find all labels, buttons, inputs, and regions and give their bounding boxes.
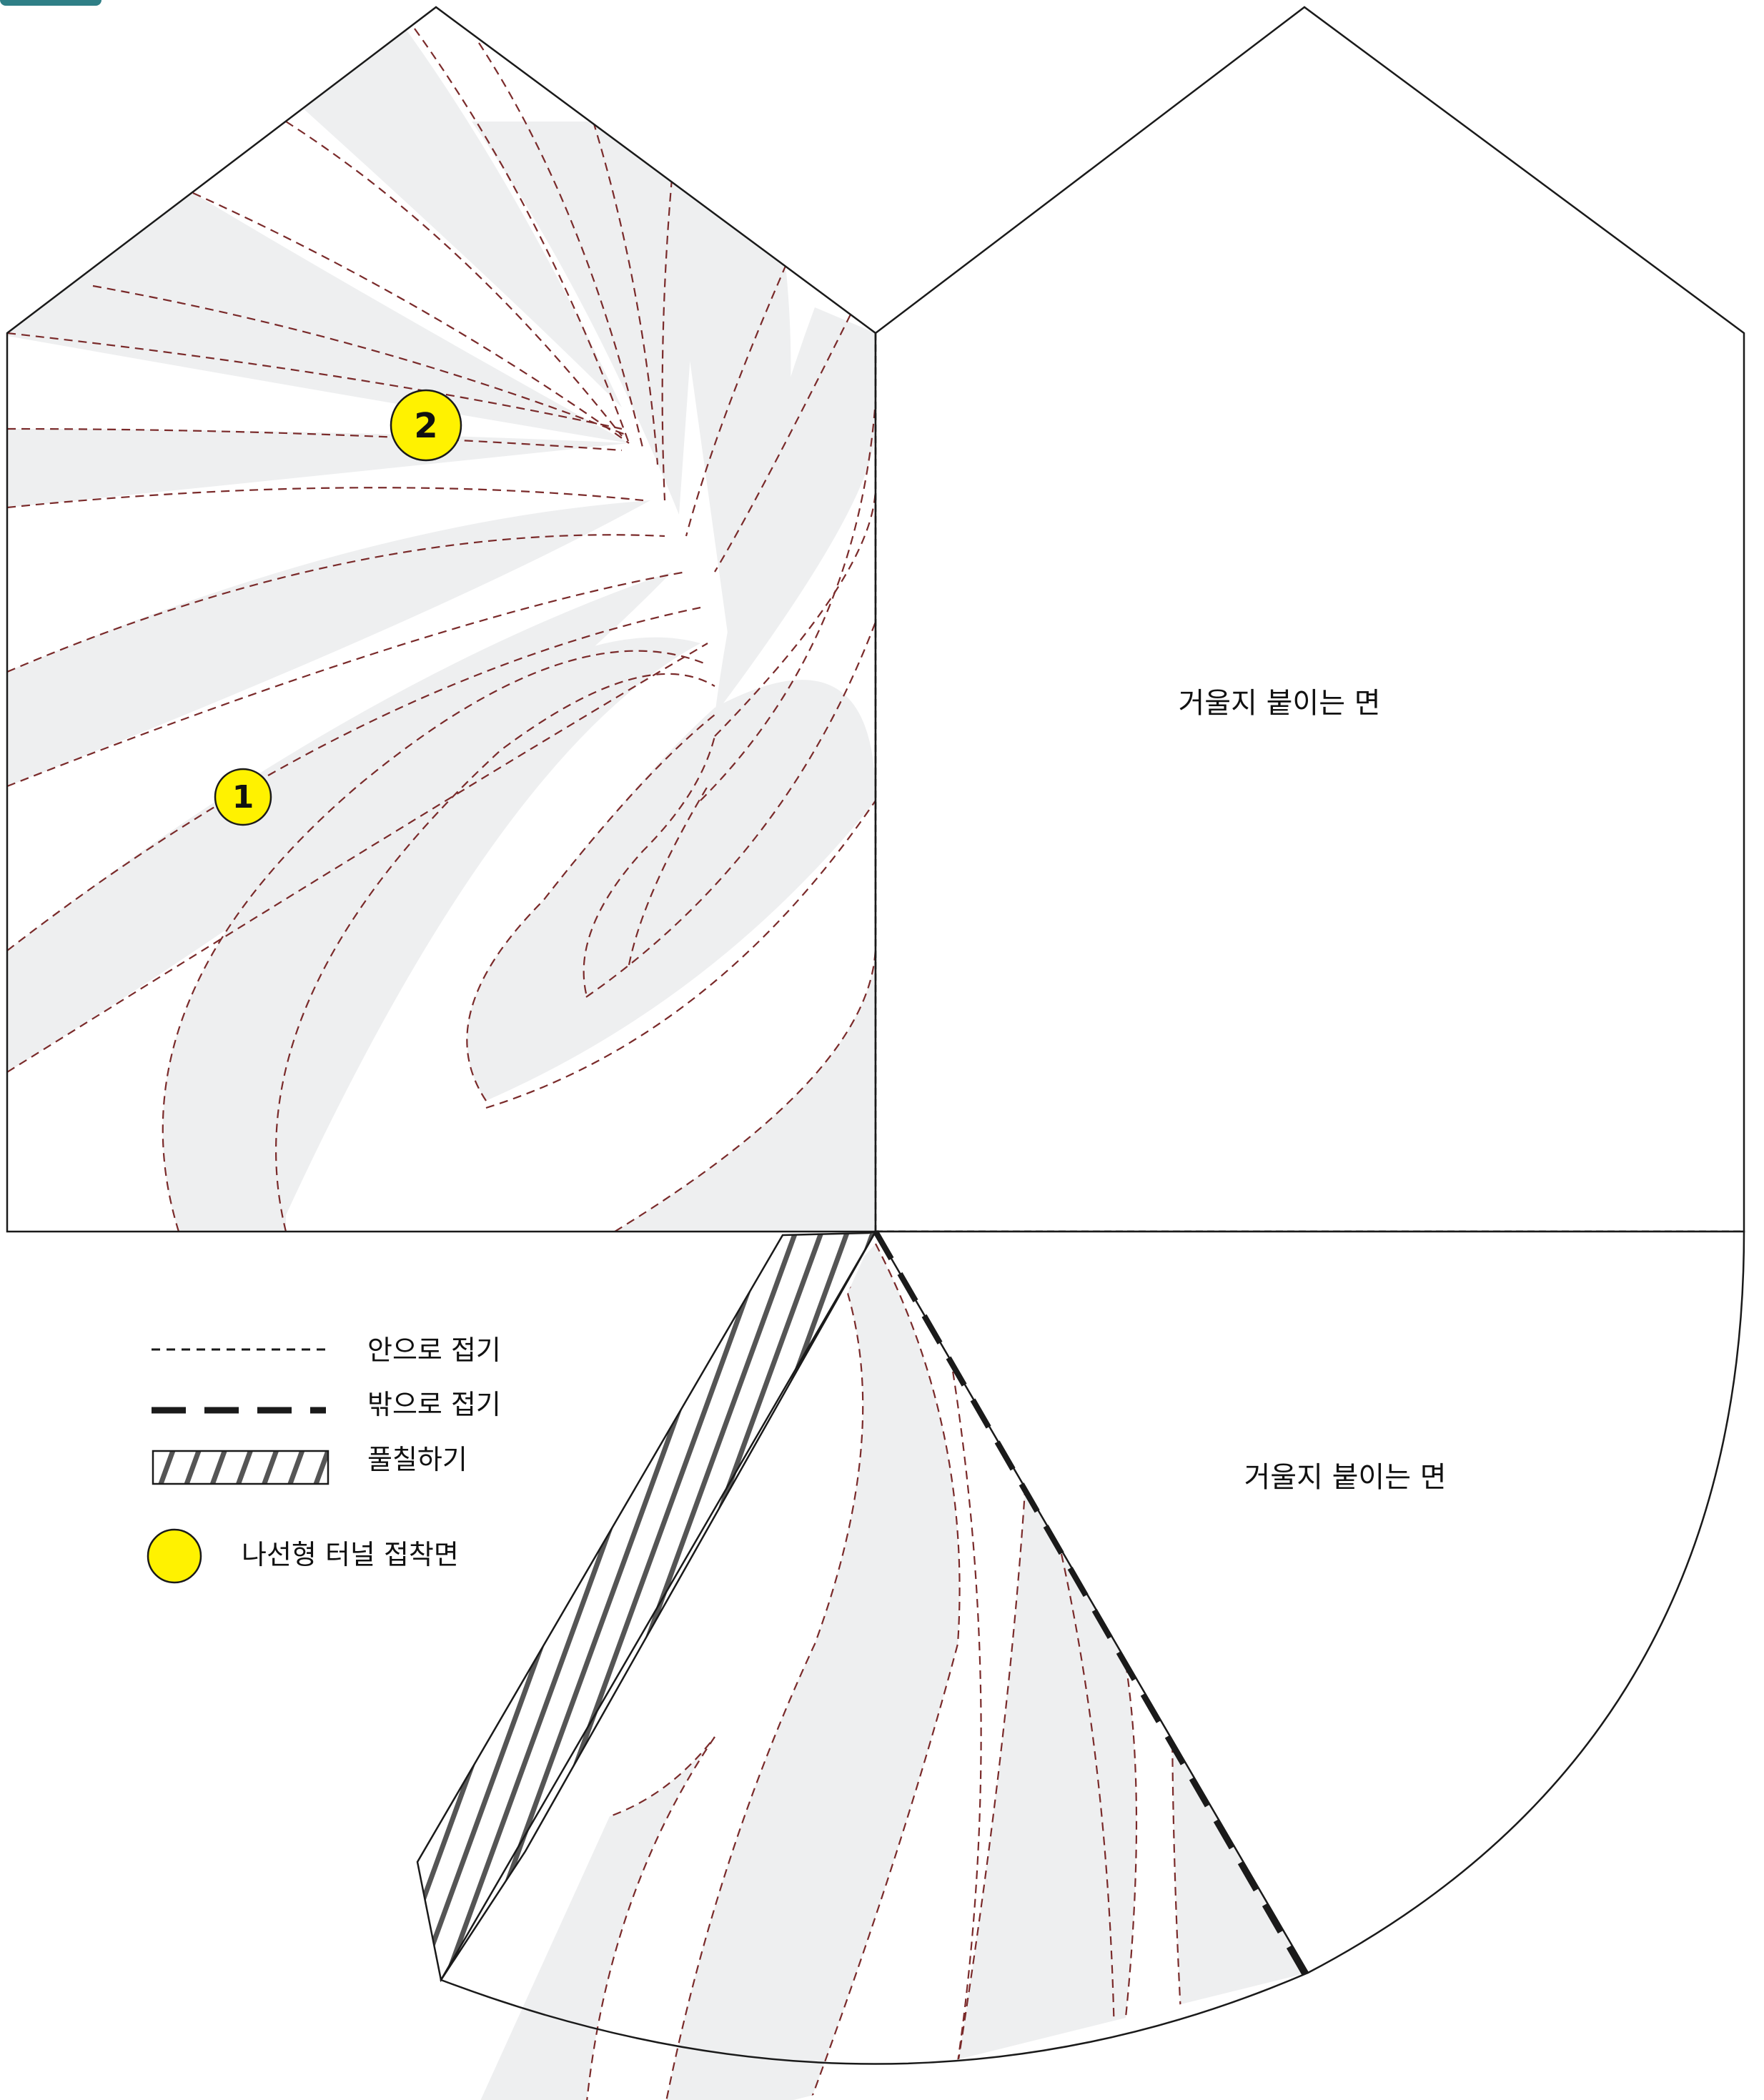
legend-item-fold-in: 안으로 접기	[152, 1334, 501, 1366]
legend-fill-label: 풀칠하기	[367, 1444, 467, 1475]
mirror-top-label: 거울지 붙이는 면	[1178, 687, 1380, 720]
legend-item-fill: 풀칠하기	[152, 1444, 467, 1485]
mirror-panel-bottom: 거울지 붙이는 면	[873, 1230, 1745, 1974]
marker-1-number: 1	[232, 779, 254, 816]
mirror-bottom-label: 거울지 붙이는 면	[1244, 1461, 1446, 1494]
legend-fold-in-label: 안으로 접기	[367, 1334, 501, 1366]
legend: 안으로 접기 밖으로 접기 풀칠하기 나선형 터널 접착면	[147, 1334, 501, 1584]
corner-tab	[0, 0, 101, 6]
spiral-fold-lines-top	[7, 28, 876, 1232]
legend-fold-out-label: 밖으로 접기	[367, 1389, 501, 1420]
marker-2: 2	[390, 389, 462, 462]
marker-2-dot	[390, 389, 462, 462]
legend-item-glue-surface: 나선형 터널 접착면	[147, 1528, 459, 1584]
legend-item-fold-out: 밖으로 접기	[152, 1389, 501, 1420]
marker-2-number: 2	[414, 406, 437, 446]
spiral-panel-bottom-outline	[440, 1231, 1309, 2065]
fold-in-line-glue-tab	[440, 1231, 877, 1981]
legend-glue-surface-label: 나선형 터널 접착면	[242, 1539, 459, 1570]
legend-fill-swatch	[152, 1450, 329, 1485]
marker-1: 1	[214, 768, 272, 826]
marker-1-dot	[214, 768, 272, 826]
mirror-panel-top: 거울지 붙이는 면	[874, 6, 1745, 1233]
glue-tab	[416, 1230, 878, 1983]
legend-glue-surface-dot	[147, 1528, 202, 1584]
spiral-panel-top	[6, 6, 877, 1233]
